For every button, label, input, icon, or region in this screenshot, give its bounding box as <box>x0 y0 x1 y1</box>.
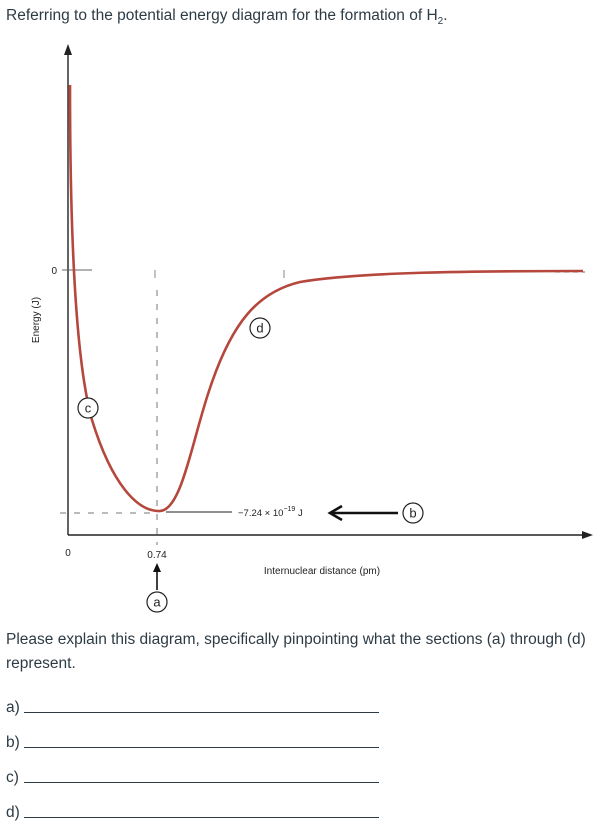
answer-label: d) <box>6 804 20 821</box>
energy-value-label: −7.24 × 10−19 J <box>238 506 303 519</box>
prompt-text: Referring to the potential energy diagra… <box>6 6 596 32</box>
marker-d: d <box>249 317 271 339</box>
x-axis-label: Internuclear distance (pm) <box>264 566 380 577</box>
prompt-text-end: . <box>443 7 448 24</box>
y-axis-label: Energy (J) <box>31 297 42 343</box>
answer-row-a: a) <box>6 684 406 719</box>
answer-label: a) <box>6 699 20 716</box>
potential-energy-curve <box>68 84 584 513</box>
answer-row-d: d) <box>6 789 406 824</box>
x-zero-label: 0 <box>65 548 71 559</box>
potential-energy-diagram: Energy (J) 0 0 0.74 Internuclear distanc… <box>31 44 593 613</box>
energy-value-exponent: −19 <box>283 506 295 513</box>
marker-d-letter: d <box>256 321 263 336</box>
prompt-text-main: Referring to the potential energy diagra… <box>6 7 438 24</box>
energy-value-mantissa: −7.24 × 10 <box>238 508 283 519</box>
marker-b-letter: b <box>409 506 416 521</box>
answer-blank-line <box>24 782 379 783</box>
y-zero-label: 0 <box>51 266 57 277</box>
answer-row-c: c) <box>6 754 406 789</box>
answer-blank-line <box>24 817 379 818</box>
marker-a-arrowhead-icon <box>153 563 161 572</box>
prompt-subscript: 2 <box>437 16 444 28</box>
marker-c: c <box>77 397 99 419</box>
answer-blank-line <box>24 747 379 748</box>
answer-label: b) <box>6 734 20 751</box>
answer-blank-line <box>24 712 379 713</box>
energy-value-unit: J <box>295 508 303 519</box>
x-axis-arrow-icon <box>582 531 593 539</box>
y-axis-arrow-icon <box>64 44 72 55</box>
marker-b-arrowhead-icon <box>327 504 343 522</box>
answer-label: c) <box>6 769 19 786</box>
answer-row-b: b) <box>6 719 406 754</box>
marker-b: b <box>402 502 424 524</box>
answer-list: a) b) c) d) <box>6 684 406 824</box>
question-text: Please explain this diagram, specificall… <box>6 631 586 672</box>
marker-a: a <box>146 591 168 613</box>
marker-c-letter: c <box>85 401 92 416</box>
bond-length-label: 0.74 <box>147 550 167 561</box>
marker-a-letter: a <box>153 595 161 610</box>
